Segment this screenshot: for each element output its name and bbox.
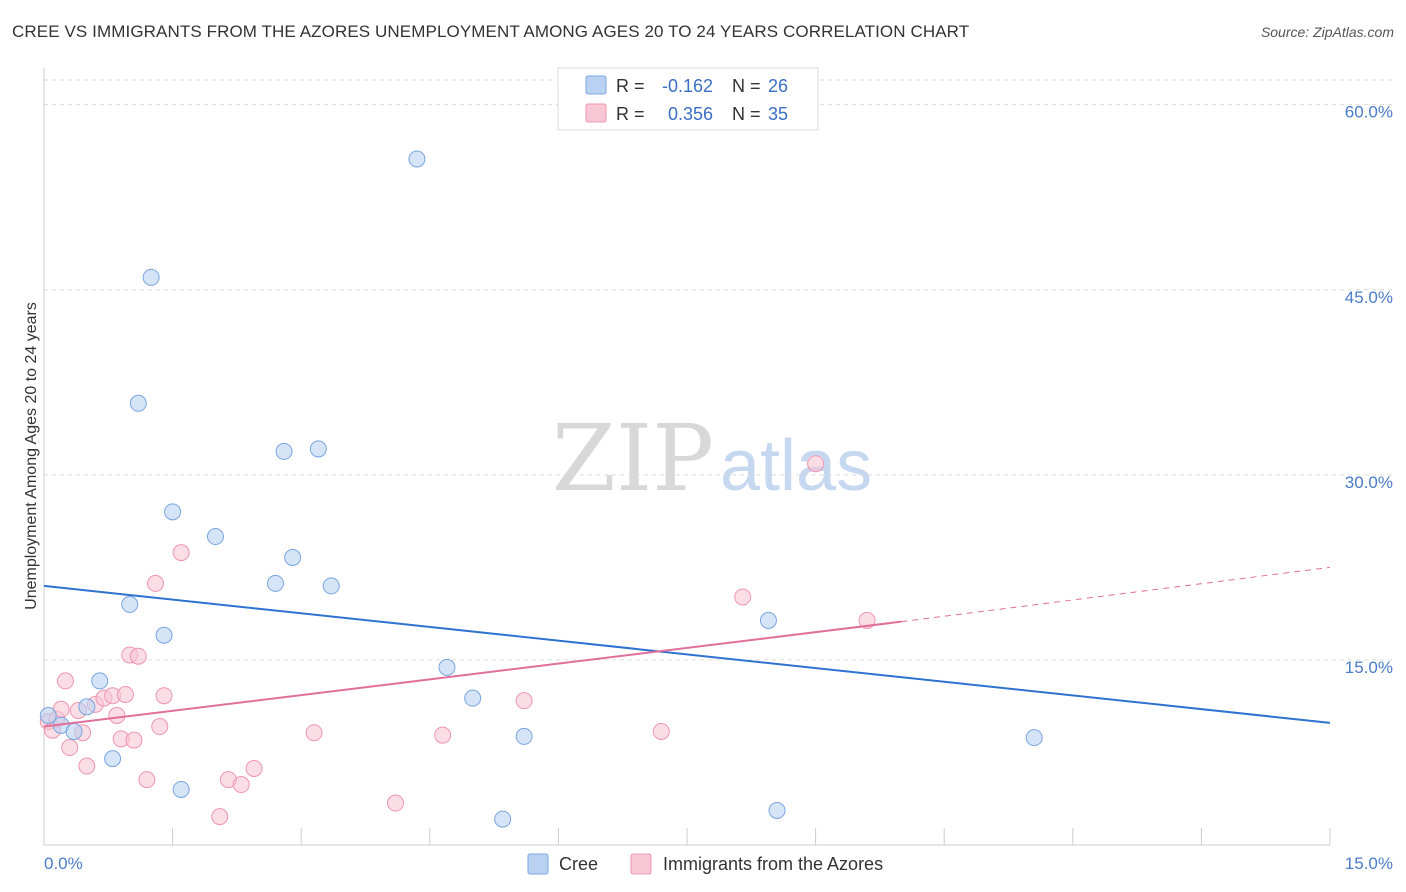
- y-tick-label: 30.0%: [1345, 473, 1393, 492]
- cree-point: [39, 706, 57, 724]
- stats-n-label-azores: N =: [732, 104, 761, 124]
- y-tick-label: 45.0%: [1345, 288, 1393, 307]
- azores-point: [138, 771, 156, 789]
- cree-point: [78, 698, 96, 716]
- stats-swatch-azores: [585, 103, 607, 123]
- watermark-zip: ZIP: [552, 405, 714, 512]
- azores-point: [652, 722, 670, 740]
- azores-point: [151, 718, 169, 736]
- azores-point: [515, 692, 533, 710]
- azores-point: [734, 588, 752, 606]
- series-cree-points: [39, 150, 1043, 828]
- cree-point: [206, 528, 224, 546]
- azores-point: [129, 647, 147, 665]
- azores-point: [434, 726, 452, 744]
- trend-line-cree: [43, 584, 1331, 724]
- stats-r-value-cree: -0.162: [662, 76, 713, 96]
- stats-r-label-cree: R =: [616, 76, 645, 96]
- grid: [44, 79, 1393, 661]
- legend-swatch-cree: [527, 853, 549, 875]
- cree-point: [65, 722, 83, 740]
- cree-point: [309, 440, 327, 458]
- cree-point: [155, 626, 173, 644]
- legend-label-azores: Immigrants from the Azores: [663, 854, 883, 874]
- trend-line-azores: [43, 620, 902, 728]
- cree-point: [408, 150, 426, 168]
- azores-point: [146, 574, 164, 592]
- y-axis-label: Unemployment Among Ages 20 to 24 years: [23, 302, 40, 610]
- stats-n-label-cree: N =: [732, 76, 761, 96]
- cree-point: [438, 658, 456, 676]
- watermark-atlas: atlas: [720, 426, 872, 506]
- stats-n-value-cree: 26: [768, 76, 788, 96]
- y-tick-label: 60.0%: [1345, 103, 1393, 122]
- azores-point: [245, 760, 263, 777]
- azores-point: [232, 776, 250, 794]
- chart-title: CREE VS IMMIGRANTS FROM THE AZORES UNEMP…: [12, 22, 970, 41]
- legend-swatch-azores: [630, 853, 652, 875]
- stats-swatch-cree: [585, 75, 607, 95]
- series-legend: Cree Immigrants from the Azores: [527, 853, 883, 875]
- azores-point: [172, 544, 190, 562]
- cree-point: [464, 689, 482, 707]
- source-credit: Source: ZipAtlas.com: [1260, 24, 1394, 40]
- cree-point: [104, 750, 122, 768]
- stats-n-value-azores: 35: [768, 104, 788, 124]
- cree-point: [1025, 729, 1043, 747]
- azores-point: [61, 739, 79, 757]
- cree-point: [768, 801, 786, 819]
- cree-point: [91, 672, 109, 690]
- azores-point: [125, 731, 143, 749]
- cree-point: [266, 574, 284, 592]
- stats-r-label-azores: R =: [616, 104, 645, 124]
- trend-lines: [43, 566, 1331, 728]
- azores-point: [78, 757, 96, 775]
- x-tick-label-min: 0.0%: [44, 854, 83, 873]
- azores-point: [155, 687, 173, 705]
- cree-point: [121, 595, 139, 613]
- x-tick-label-max: 15.0%: [1345, 854, 1393, 873]
- y-tick-labels: 15.0% 30.0% 45.0% 60.0%: [1345, 103, 1393, 677]
- trend-line-azores-extension: [901, 566, 1331, 623]
- legend-label-cree: Cree: [559, 854, 598, 874]
- azores-point: [305, 724, 323, 742]
- cree-point: [284, 549, 302, 567]
- watermark: ZIP atlas: [552, 405, 872, 512]
- azores-point: [56, 672, 74, 690]
- azores-point: [211, 808, 229, 826]
- azores-point: [108, 706, 126, 724]
- cree-point: [515, 727, 533, 745]
- cree-point: [494, 810, 512, 828]
- stats-r-value-azores: 0.356: [668, 104, 713, 124]
- cree-point: [129, 394, 147, 412]
- y-tick-label: 15.0%: [1345, 658, 1393, 677]
- cree-point: [172, 780, 190, 798]
- azores-point: [807, 455, 825, 473]
- azores-point: [116, 685, 134, 703]
- cree-point: [322, 577, 340, 595]
- x-ticks: [43, 828, 1331, 845]
- cree-point: [164, 503, 182, 521]
- cree-point: [275, 442, 293, 460]
- cree-point: [142, 268, 160, 286]
- azores-point: [387, 794, 405, 812]
- cree-point: [759, 611, 777, 629]
- stats-legend: R = -0.162 N = 26 R = 0.356 N = 35: [557, 67, 819, 131]
